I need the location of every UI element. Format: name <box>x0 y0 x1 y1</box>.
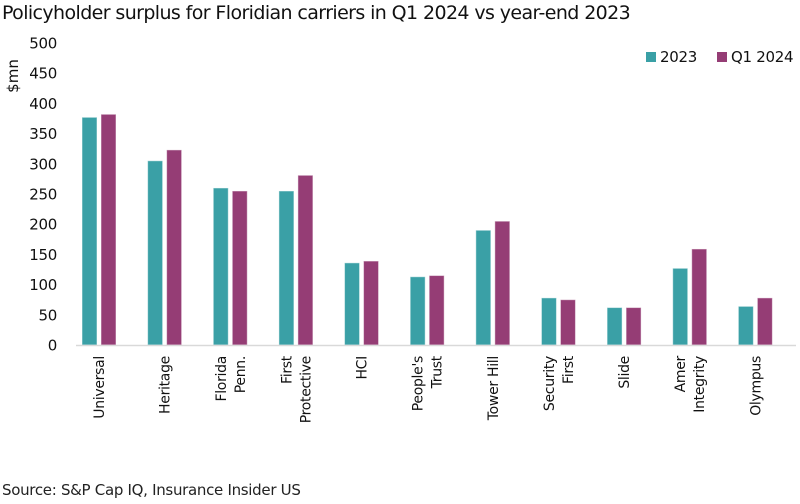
x-tick-label: Florida Penn. <box>214 356 249 402</box>
x-tick-label-line: Integrity <box>692 356 708 413</box>
bar-2023 <box>147 160 164 346</box>
x-tick-label-line: First <box>279 355 295 384</box>
y-tick-label: 450 <box>29 65 57 83</box>
legend-label: Q1 2024 <box>731 48 793 66</box>
bar-2023 <box>344 262 361 346</box>
bar-q1-2024 <box>100 113 117 346</box>
x-tick-label-line: Florida <box>214 356 230 402</box>
x-tick-label-line: First <box>561 355 577 384</box>
x-tick-label: Heritage <box>158 356 174 414</box>
bar-2023 <box>278 190 295 346</box>
x-tick-label-line: HCI <box>355 356 371 380</box>
bar-2023 <box>212 187 229 346</box>
bar-q1-2024 <box>363 260 380 346</box>
y-tick-label: 50 <box>39 306 58 324</box>
x-tick-label-line: Olympus <box>748 356 764 416</box>
bar-q1-2024 <box>166 149 183 346</box>
bar-2023 <box>672 267 689 346</box>
x-tick-label-line: Heritage <box>158 356 174 414</box>
x-tick-label-line: Amer <box>673 355 689 392</box>
source-note: Source: S&P Cap IQ, Insurance Insider US <box>2 481 301 499</box>
y-axis-label: $mn <box>4 59 22 93</box>
legend-swatch <box>646 52 656 62</box>
bar-2023 <box>409 276 426 346</box>
bar-2023 <box>81 116 98 346</box>
chart-title: Policyholder surplus for Floridian carri… <box>2 2 631 24</box>
x-tick-label: Slide <box>617 356 633 389</box>
x-tick-label: People's Trust <box>411 355 446 411</box>
y-tick-label: 150 <box>29 246 57 264</box>
x-tick-label-line: Tower Hill <box>486 356 502 421</box>
legend: 2023 Q1 2024 <box>646 48 794 66</box>
bar-2023 <box>737 305 754 346</box>
x-tick-label: Tower Hill <box>486 356 502 421</box>
x-tick-label-line: Protective <box>298 356 314 423</box>
x-tick-label: Security First <box>542 355 577 411</box>
legend-label: 2023 <box>660 48 697 66</box>
bar-2023 <box>606 307 623 346</box>
y-axis: 0 50 100 150 200 250 300 350 400 450 500 <box>29 35 57 355</box>
x-axis: Universal Heritage Florida Penn. First Protec… <box>92 355 764 423</box>
y-tick-label: 500 <box>29 35 57 53</box>
y-tick-label: 350 <box>29 125 57 143</box>
x-tick-label-line: Universal <box>92 356 108 419</box>
bar-2023 <box>540 297 557 346</box>
bar-q1-2024 <box>559 299 576 346</box>
x-tick-label: First Protective <box>279 355 314 423</box>
x-tick-label-line: Security <box>542 356 558 411</box>
y-tick-label: 100 <box>29 276 57 294</box>
x-tick-label-line: Penn. <box>233 356 249 393</box>
y-tick-label: 400 <box>29 95 57 113</box>
y-tick-label: 0 <box>48 337 57 355</box>
bar-q1-2024 <box>625 307 642 346</box>
bar-q1-2024 <box>428 275 445 346</box>
x-tick-label: Universal <box>92 356 108 419</box>
bar-2023 <box>475 229 492 346</box>
y-tick-label: 250 <box>29 186 57 204</box>
bar-q1-2024 <box>231 190 248 346</box>
x-tick-label: Amer Integrity <box>673 355 708 412</box>
bar-q1-2024 <box>297 174 314 346</box>
y-tick-label: 300 <box>29 155 57 173</box>
legend-swatch <box>717 52 727 62</box>
y-tick-label: 200 <box>29 216 57 234</box>
x-tick-label-line: People's <box>411 356 427 411</box>
x-tick-label-line: Trust <box>430 355 446 389</box>
x-tick-label: Olympus <box>748 356 764 416</box>
bars <box>81 113 773 346</box>
bar-q1-2024 <box>756 297 773 346</box>
x-tick-label-line: Slide <box>617 356 633 389</box>
x-tick-label: HCI <box>355 356 371 380</box>
bar-q1-2024 <box>494 220 511 346</box>
bar-q1-2024 <box>691 248 708 346</box>
